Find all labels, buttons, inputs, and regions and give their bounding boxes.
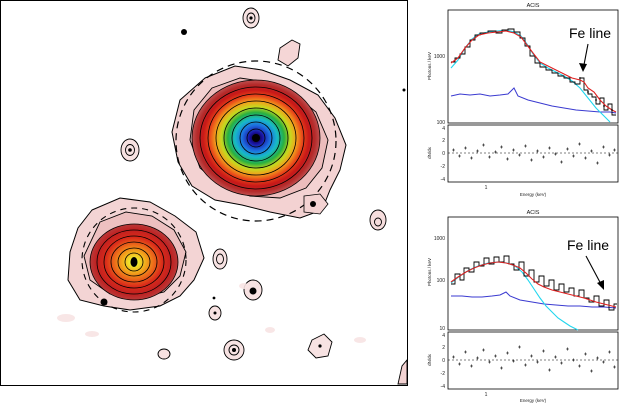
extraction-region-a xyxy=(175,60,337,222)
spectrum-axes xyxy=(447,216,619,331)
cluster-a-contour-6 xyxy=(223,107,289,169)
point-source xyxy=(242,7,260,29)
point-source xyxy=(369,209,387,231)
resid-tick-label: 2 xyxy=(442,345,445,351)
point-source xyxy=(157,348,171,360)
cluster-a-contour-9 xyxy=(246,128,266,148)
edge-source xyxy=(397,358,408,385)
y-tick-label: 1000 xyxy=(434,236,445,242)
cluster-a xyxy=(171,60,347,222)
fe-line-label: Fe line xyxy=(567,237,609,253)
resid-tick-label: -2 xyxy=(441,164,446,170)
spectrum-panel-1: ACIS 1000 100 Photons / keV Fe line 4 2 … xyxy=(427,3,619,197)
diffuse-emission xyxy=(57,283,366,343)
fe-line-arrow xyxy=(585,255,603,287)
cluster-a-contour-4 xyxy=(207,93,305,183)
cluster-b-contour-3 xyxy=(96,229,172,295)
resid-axis-label: dN/dx xyxy=(427,146,432,159)
panel-title: ACIS xyxy=(527,210,540,216)
point-source xyxy=(100,298,108,306)
point-source xyxy=(181,29,187,35)
y-tick-label: 100 xyxy=(437,120,446,126)
xray-contour-image xyxy=(0,0,408,386)
data-points xyxy=(579,77,613,111)
extraction-region-b xyxy=(81,207,187,313)
point-sources xyxy=(57,7,408,385)
point-source xyxy=(208,305,222,321)
resid-tick-label: -4 xyxy=(441,384,446,390)
spectrum-axes xyxy=(447,9,619,124)
cluster-a-contour-7 xyxy=(231,114,281,162)
cluster-b-contour-4 xyxy=(103,235,165,289)
point-source xyxy=(402,88,406,92)
x-tick-label: 1 xyxy=(485,185,488,191)
spectrum-panel-2: ACIS 1000 100 10 Photons / keV Fe line 4… xyxy=(427,210,619,403)
x-axis-label: Energy (keV) xyxy=(520,398,547,403)
residual-axes xyxy=(447,124,619,183)
residual-axes xyxy=(447,331,619,390)
cluster-a-contour-5 xyxy=(215,100,297,176)
point-source xyxy=(277,39,301,67)
total-model xyxy=(450,261,617,308)
resid-tick-label: -4 xyxy=(441,177,446,183)
powerlaw-component xyxy=(451,291,617,309)
residual-points xyxy=(452,345,616,373)
point-source xyxy=(212,248,228,270)
cluster-a-contour-8 xyxy=(239,121,273,155)
total-model xyxy=(450,30,617,113)
panel-title: ACIS xyxy=(527,3,540,9)
point-source xyxy=(310,201,316,207)
y-axis-label: Photons / keV xyxy=(427,52,432,80)
point-source xyxy=(212,296,216,300)
point-source xyxy=(223,339,245,361)
resid-axis-label: dN/dx xyxy=(427,353,432,366)
resid-tick-label: 0 xyxy=(442,151,445,157)
point-source xyxy=(120,138,140,162)
point-source xyxy=(243,279,263,301)
fe-line-label: Fe line xyxy=(569,25,611,41)
cluster-b-contour-6 xyxy=(117,247,151,277)
y-tick-label: 1000 xyxy=(434,54,445,60)
resid-tick-label: 0 xyxy=(442,358,445,364)
cluster-b-peak xyxy=(130,257,138,267)
cluster-b-contour-5 xyxy=(110,241,158,283)
arrow-head-icon xyxy=(579,63,587,72)
data-histogram xyxy=(451,255,617,311)
arrow-head-icon xyxy=(597,280,604,290)
cluster-a-contour-3 xyxy=(199,86,313,190)
residual-points xyxy=(452,142,616,165)
cluster-b-contour-7 xyxy=(124,252,144,272)
data-histogram xyxy=(451,28,616,116)
resid-tick-label: 4 xyxy=(442,126,445,132)
cluster-a-peak xyxy=(252,134,260,142)
x-axis-label: Energy (keV) xyxy=(520,192,547,197)
powerlaw-component xyxy=(450,87,617,114)
y-tick-label: 100 xyxy=(437,278,446,284)
point-source xyxy=(307,333,333,359)
resid-tick-label: 4 xyxy=(442,333,445,339)
y-tick-label: 10 xyxy=(439,326,445,332)
cluster-b xyxy=(67,197,205,313)
resid-tick-label: -2 xyxy=(441,371,446,377)
y-axis-label: Photons / keV xyxy=(427,258,432,286)
x-tick-label: 1 xyxy=(485,392,488,398)
resid-tick-label: 2 xyxy=(442,138,445,144)
